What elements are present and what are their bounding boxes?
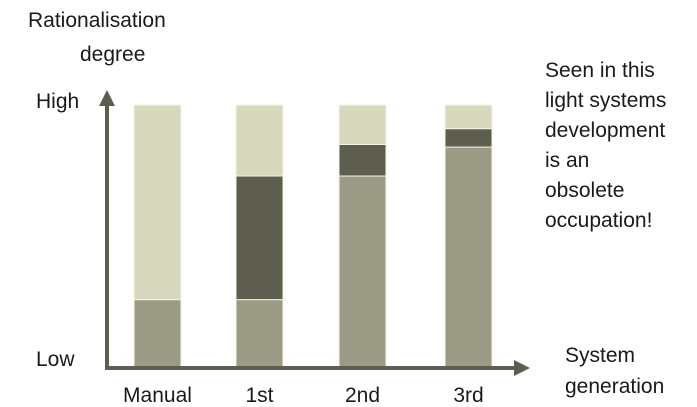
annotation-line: development	[545, 119, 666, 142]
annotation-line: light systems	[545, 89, 667, 112]
bar-segment	[235, 104, 284, 177]
annotation-line: occupation!	[545, 209, 653, 232]
bar-segment	[444, 146, 493, 369]
annotation-line: obsolete	[545, 179, 625, 202]
x-tick-label: 3rd	[453, 384, 483, 407]
y-tick-label-high: High	[36, 90, 79, 113]
y-axis-arrow-icon	[99, 90, 115, 106]
bar-segment	[444, 128, 493, 148]
x-tick-label: 2nd	[345, 384, 380, 407]
y-axis-label-line-1: Rationalisation	[28, 9, 166, 32]
bar-segment	[235, 175, 284, 301]
annotation-line: Seen in this	[545, 59, 655, 82]
bar-segment	[133, 299, 182, 369]
bar-segment	[133, 104, 182, 301]
bar-segment	[444, 104, 493, 130]
x-tick-label: 1st	[245, 384, 273, 407]
bar-segment	[338, 143, 387, 177]
bar-segment	[235, 299, 284, 369]
annotation-line: is an	[545, 149, 590, 172]
bar-segment	[338, 104, 387, 145]
x-tick-label: Manual	[123, 384, 192, 407]
x-axis-arrow-icon	[514, 360, 530, 376]
y-tick-label-low: Low	[36, 348, 75, 371]
y-axis-label-line-2: degree	[80, 43, 146, 66]
x-axis-label-line-2: generation	[565, 375, 665, 398]
bar-segment	[338, 175, 387, 369]
annotation-text: Seen in this light systems development i…	[545, 56, 666, 236]
x-axis-label-line-1: System	[565, 344, 636, 367]
